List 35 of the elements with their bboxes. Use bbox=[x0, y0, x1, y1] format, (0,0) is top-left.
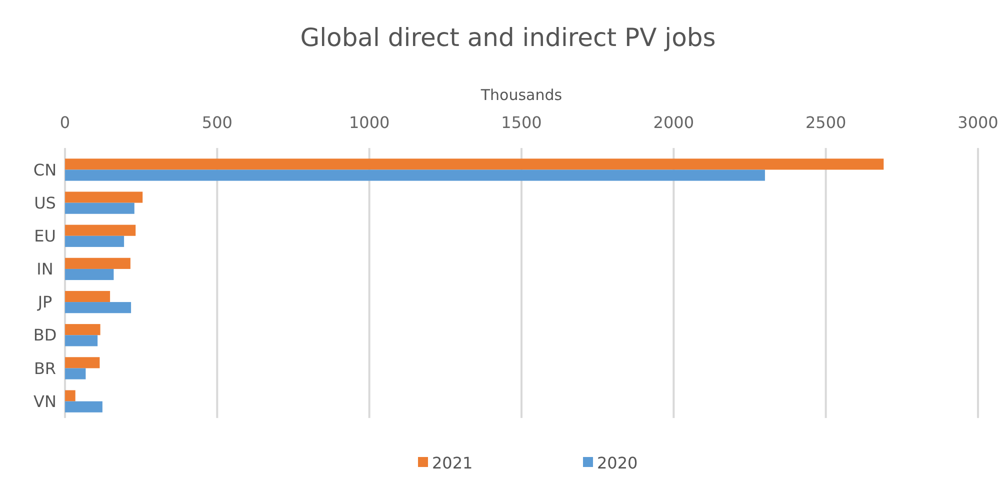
bar bbox=[65, 401, 102, 412]
bar bbox=[65, 258, 130, 269]
chart-title: Global direct and indirect PV jobs bbox=[300, 23, 716, 52]
x-tick-label: 1500 bbox=[501, 113, 542, 132]
bar bbox=[65, 368, 86, 380]
y-tick-label: VN bbox=[34, 392, 56, 411]
legend-label: 2020 bbox=[597, 454, 638, 473]
bar bbox=[65, 290, 110, 302]
x-tick-label: 500 bbox=[202, 113, 232, 132]
y-tick-label: BR bbox=[34, 358, 56, 378]
y-tick-label: JP bbox=[36, 292, 53, 312]
bar bbox=[65, 302, 132, 314]
bar bbox=[65, 390, 76, 402]
bar bbox=[65, 268, 114, 280]
bar bbox=[65, 202, 134, 214]
legend-label: 2021 bbox=[432, 454, 473, 473]
x-tick-label: 3000 bbox=[958, 113, 998, 132]
bar bbox=[65, 192, 143, 203]
y-tick-label: US bbox=[34, 193, 56, 212]
bar bbox=[65, 357, 100, 368]
x-axis-title: Thousands bbox=[480, 86, 562, 104]
y-tick-label: IN bbox=[36, 260, 54, 279]
bar bbox=[65, 170, 765, 181]
x-tick-label: 1000 bbox=[348, 113, 390, 132]
bar bbox=[65, 158, 884, 170]
y-tick-label: CN bbox=[33, 160, 57, 180]
x-tick-label: 2500 bbox=[805, 113, 846, 132]
bar bbox=[65, 224, 136, 236]
bar bbox=[65, 335, 98, 346]
x-tick-label: 0 bbox=[60, 113, 70, 132]
bar bbox=[65, 324, 100, 336]
x-tick-label: 2000 bbox=[653, 113, 694, 132]
bar bbox=[65, 236, 124, 247]
y-tick-label: EU bbox=[34, 226, 56, 246]
y-tick-label: BD bbox=[33, 326, 57, 345]
